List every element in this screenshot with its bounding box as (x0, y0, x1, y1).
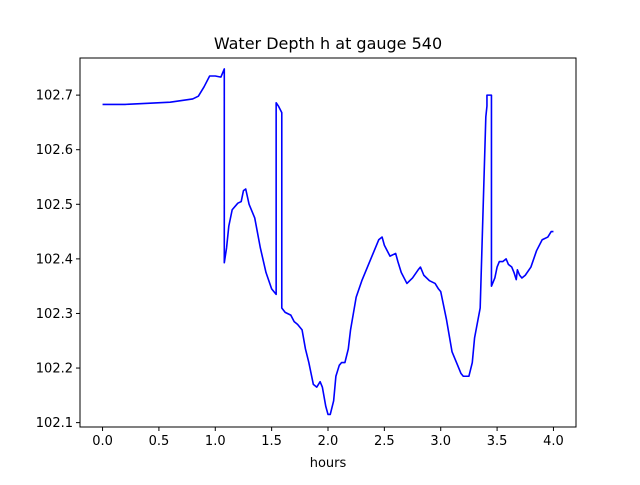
x-tick-label: 0.0 (92, 434, 113, 449)
data-layer (102, 68, 554, 416)
x-tick-label: 1.5 (261, 434, 282, 449)
y-tick-label: 102.4 (36, 252, 73, 267)
y-tick-label: 102.5 (36, 198, 73, 213)
x-tick-label: 2.0 (318, 434, 339, 449)
y-tick-label: 102.2 (36, 362, 73, 377)
y-tick-label: 102.3 (36, 307, 73, 322)
x-tick-label: 2.5 (374, 434, 395, 449)
x-tick-label: 3.0 (430, 434, 451, 449)
chart-title: Water Depth h at gauge 540 (214, 34, 442, 53)
y-axis-ticks: 102.1 102.2 102.3 102.4 102.5 102.6 102.7 (36, 89, 80, 431)
x-tick-label: 4.0 (543, 434, 564, 449)
x-axis-label: hours (310, 456, 347, 471)
y-tick-label: 102.7 (36, 89, 73, 104)
x-axis-ticks: 0.0 0.5 1.0 1.5 2.0 2.5 3.0 3.5 4.0 (92, 427, 564, 449)
x-tick-label: 1.0 (205, 434, 226, 449)
series-line-1 (102, 68, 554, 416)
y-tick-label: 102.6 (36, 143, 73, 158)
x-tick-label: 0.5 (149, 434, 170, 449)
x-tick-label: 3.5 (487, 434, 508, 449)
y-tick-label: 102.1 (36, 416, 73, 431)
